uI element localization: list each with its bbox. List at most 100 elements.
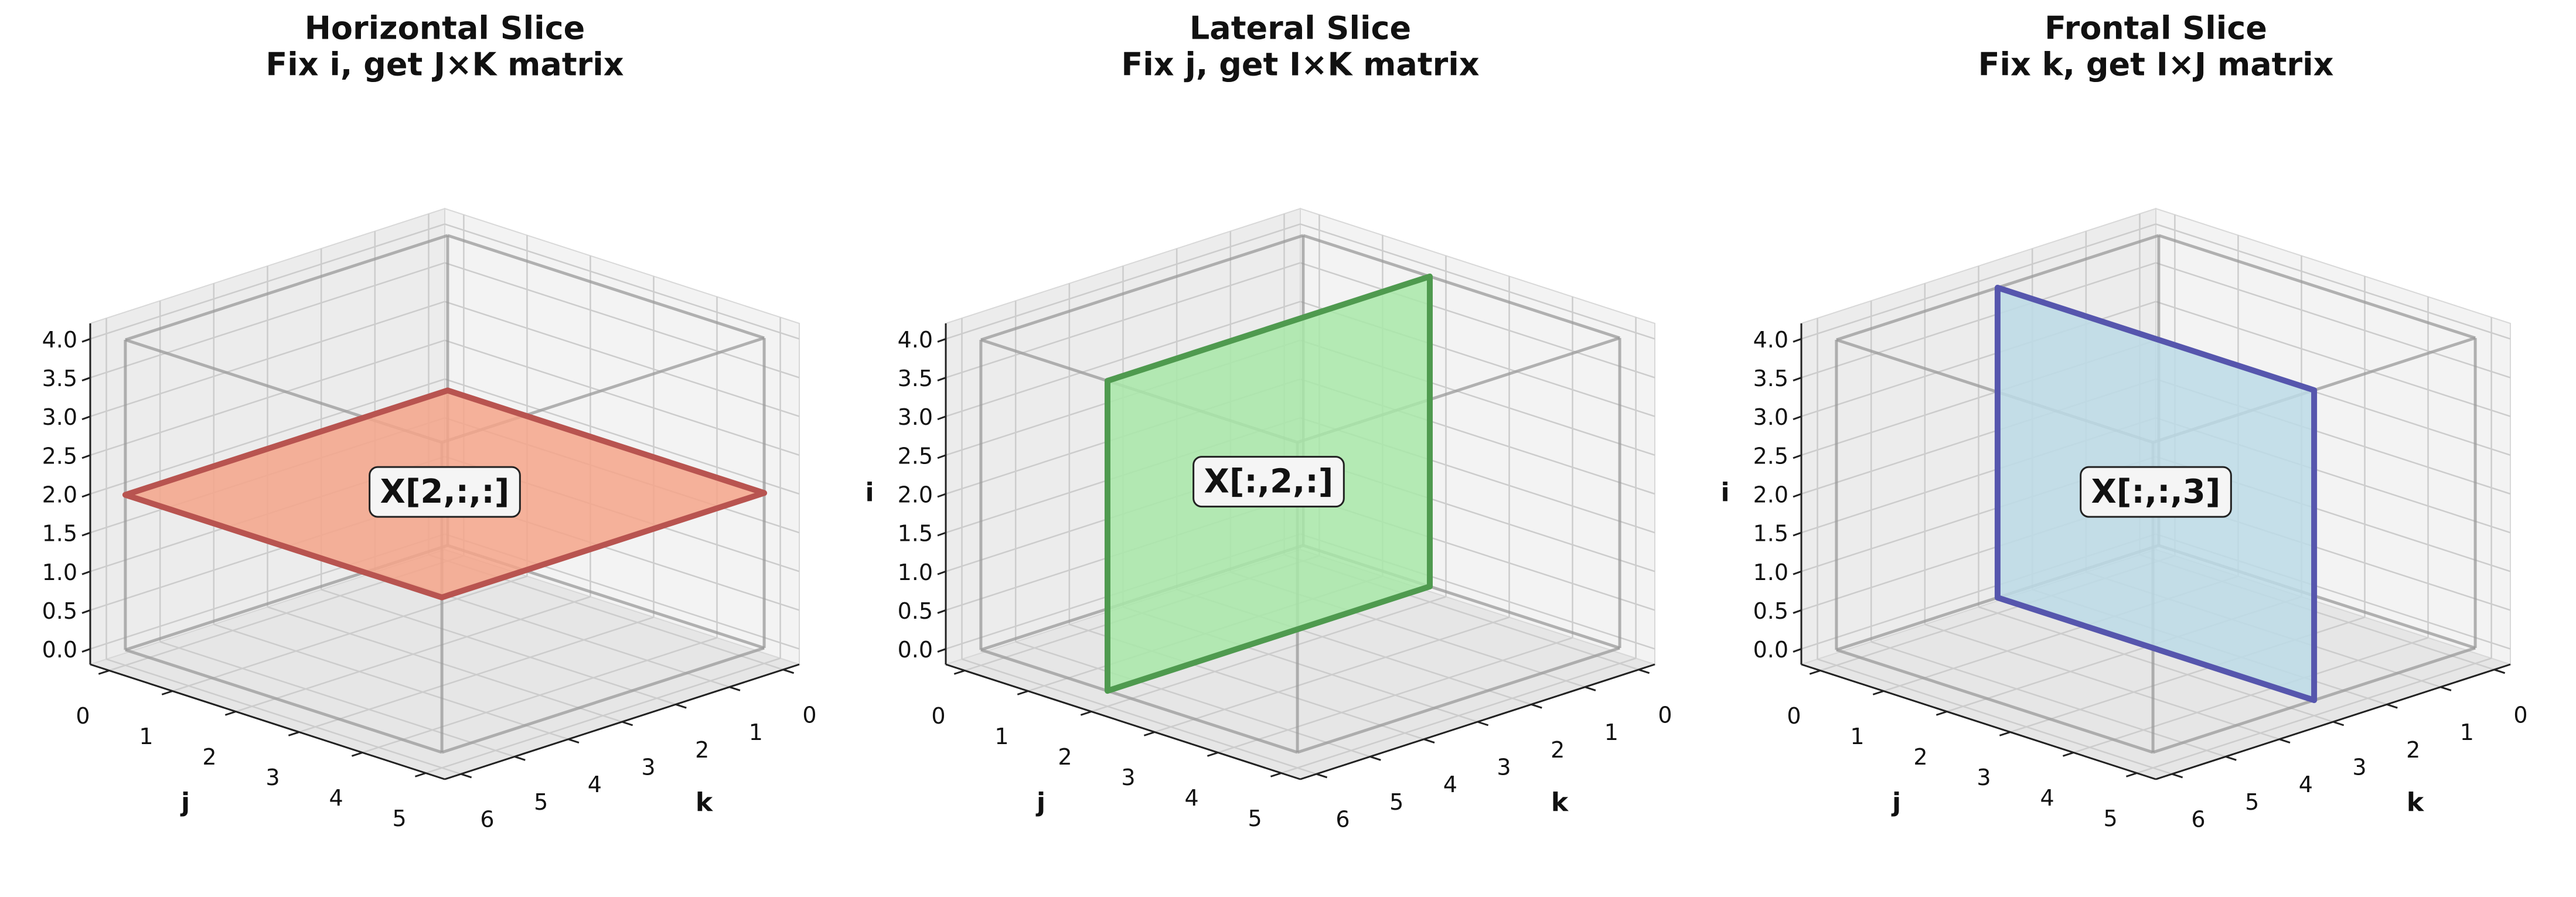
grid-line	[1801, 223, 2156, 340]
grid-line	[2155, 262, 2511, 378]
tick-mark	[81, 493, 91, 498]
tick-mark	[622, 721, 633, 727]
y-tick-label: 4	[2299, 772, 2313, 797]
tick-mark	[937, 531, 946, 537]
y-tick-label: 1	[1604, 719, 1618, 745]
y-tick-label: 6	[1335, 807, 1350, 833]
grid-line	[1924, 623, 2280, 740]
grid-line	[2155, 301, 2511, 417]
chart-title: Frontal Slice	[2045, 10, 2267, 47]
tick-mark	[2279, 738, 2291, 744]
grid-line	[444, 339, 800, 456]
z-tick-label: 3.5	[898, 366, 933, 391]
tick-mark	[2386, 703, 2398, 709]
tick-mark	[568, 738, 580, 744]
tensor-outline	[447, 234, 765, 340]
y-tick-label: 5	[534, 789, 548, 815]
tick-mark	[2172, 773, 2183, 779]
tick-mark	[937, 493, 946, 498]
grid-line	[2155, 223, 2511, 340]
annotation: X[:,2,:]	[1204, 463, 1334, 501]
tick-mark	[937, 609, 946, 614]
grid-line	[90, 339, 445, 456]
tick-mark	[514, 755, 526, 761]
tick-mark	[953, 670, 965, 675]
tick-mark	[1793, 338, 1802, 343]
grid-line	[267, 606, 622, 723]
tensor-outline	[441, 646, 765, 754]
x-tick-label: 3	[1977, 765, 1991, 790]
tick-mark	[1793, 415, 1802, 421]
tick-mark	[1531, 703, 1542, 709]
chart-subtitle: Fix k, get I×J matrix	[1978, 46, 2334, 83]
tick-mark	[1369, 755, 1381, 761]
z-tick-label: 4.0	[1753, 327, 1788, 353]
tensor-outline	[1836, 648, 2154, 754]
x-tick-label: 0	[76, 703, 90, 729]
x-tick-label: 1	[139, 724, 153, 749]
y-axis-label: k	[2407, 787, 2425, 817]
x-axis-label: j	[180, 787, 190, 817]
x-axis-line	[90, 663, 445, 780]
y-tick-label: 4	[1443, 772, 1457, 797]
x-tick-label: 0	[931, 703, 945, 729]
grid-line	[444, 378, 800, 495]
tick-mark	[1872, 690, 1884, 695]
z-tick-label: 1.5	[1753, 521, 1788, 547]
tick-mark	[937, 570, 946, 575]
z-axis-label: i	[1720, 478, 1729, 507]
z-tick-label: 3.0	[42, 404, 77, 430]
z-tick-label: 3.5	[1753, 366, 1788, 391]
z-axis-label: i	[865, 478, 874, 507]
x-tick-label: 2	[1058, 744, 1072, 770]
x-tick-label: 3	[265, 765, 280, 790]
z-tick-label: 2.0	[42, 482, 77, 508]
z-tick-label: 2.5	[898, 443, 933, 469]
tick-mark	[1793, 377, 1802, 382]
z-tick-label: 2.5	[1753, 443, 1788, 469]
tick-mark	[288, 731, 299, 736]
tick-mark	[1638, 669, 1650, 674]
y-tick-label: 1	[2460, 719, 2474, 745]
z-tick-label: 0.0	[1753, 637, 1788, 663]
grid-line	[213, 623, 569, 740]
z-tick-label: 1.5	[898, 521, 933, 547]
grid-line	[321, 589, 676, 705]
tick-mark	[675, 703, 687, 709]
tick-mark	[81, 377, 91, 382]
tick-mark	[937, 377, 946, 382]
x-tick-label: 4	[1184, 785, 1198, 811]
y-axis-line	[1300, 663, 1655, 780]
tick-mark	[98, 670, 110, 675]
grid-line	[106, 658, 461, 775]
grid-line	[945, 262, 1301, 378]
x-tick-label: 5	[2103, 806, 2117, 831]
x-tick-label: 5	[392, 806, 406, 831]
tick-mark	[2062, 752, 2074, 757]
y-tick-label: 3	[2352, 755, 2366, 780]
tick-mark	[414, 772, 427, 777]
tick-mark	[1793, 493, 1802, 498]
grid-line	[444, 301, 800, 417]
tensor-outline	[125, 234, 448, 342]
z-tick-label: 1.5	[42, 521, 77, 547]
tick-mark	[1809, 670, 1821, 675]
tick-mark	[1793, 570, 1802, 575]
grid-line	[1300, 262, 1655, 378]
z-tick-label: 0.0	[42, 637, 77, 663]
z-tick-label: 0.5	[42, 598, 77, 624]
tick-mark	[1316, 773, 1328, 779]
tick-mark	[1793, 609, 1802, 614]
y-tick-label: 1	[749, 719, 763, 745]
y-tick-label: 6	[480, 807, 494, 833]
tick-mark	[1793, 454, 1802, 459]
grid-line	[1978, 606, 2333, 723]
tensor-outline	[1297, 646, 1620, 754]
tick-mark	[2333, 721, 2345, 727]
tick-mark	[1080, 711, 1092, 716]
tensor-outline	[980, 648, 1298, 754]
z-tick-label: 1.0	[898, 560, 933, 585]
tick-mark	[81, 648, 91, 653]
tick-mark	[1207, 752, 1219, 757]
grid-line	[962, 658, 1317, 775]
